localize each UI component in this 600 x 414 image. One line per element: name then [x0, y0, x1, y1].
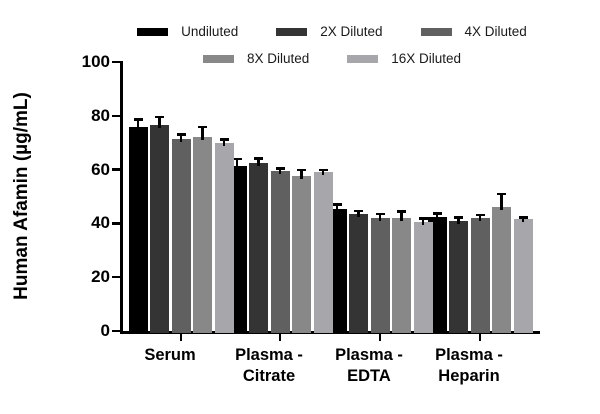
- error-bar-plasma-heparin-8x-diluted: [500, 193, 503, 211]
- bar-plasma-edta-16x-diluted: [413, 222, 433, 333]
- error-bar-plasma-heparin-undiluted: [435, 213, 439, 220]
- error-cap-plasma-edta-2x-diluted: [354, 209, 363, 213]
- y-tick-label-20: 20: [91, 267, 110, 287]
- error-bar-plasma-citrate-8x-diluted: [300, 169, 303, 180]
- y-tick-100: [112, 60, 120, 64]
- x-tick-plasma-edta: [378, 334, 382, 341]
- error-bar-plasma-citrate-2x-diluted: [257, 158, 260, 166]
- legend-label-undiluted: Undiluted: [181, 24, 239, 39]
- error-cap-plasma-citrate-16x-diluted: [318, 168, 328, 172]
- legend-item-4x-diluted: 4X Diluted: [420, 24, 527, 39]
- x-tick-plasma-citrate: [278, 334, 282, 341]
- x-tick-serum: [179, 334, 183, 341]
- error-bar-plasma-edta-undiluted: [335, 204, 339, 212]
- error-bar-plasma-edta-2x-diluted: [357, 210, 360, 217]
- error-cap-serum-2x-diluted: [155, 115, 164, 119]
- error-cap-plasma-edta-4x-diluted: [375, 212, 385, 216]
- error-cap-serum-undiluted: [133, 118, 143, 121]
- error-cap-serum-4x-diluted: [176, 133, 186, 136]
- chart-legend: Undiluted 2X Diluted 4X Diluted 8X Diluted 1…: [122, 18, 542, 72]
- bar-plasma-citrate-16x-diluted: [313, 172, 333, 333]
- legend-label-2x-diluted: 2X Diluted: [320, 24, 383, 39]
- legend-item-8x-diluted: 8X Diluted: [202, 51, 310, 66]
- error-bar-plasma-citrate-undiluted: [235, 158, 239, 169]
- x-category-label-plasma-citrate: Plasma - Citrate: [235, 346, 303, 385]
- bar-serum-2x-diluted: [150, 125, 169, 333]
- legend-label-4x-diluted: 4X Diluted: [464, 24, 527, 39]
- error-cap-plasma-edta-16x-diluted: [418, 217, 428, 220]
- error-bar-plasma-edta-16x-diluted: [421, 218, 425, 226]
- error-bar-serum-4x-diluted: [179, 134, 183, 142]
- bar-plasma-citrate-4x-diluted: [270, 170, 290, 333]
- bar-plasma-heparin-2x-diluted: [449, 220, 468, 333]
- bar-plasma-citrate-8x-diluted: [292, 176, 311, 333]
- error-cap-plasma-heparin-2x-diluted: [454, 216, 463, 219]
- legend-row-2: 8X Diluted 16X Diluted: [122, 45, 542, 72]
- y-tick-label-0: 0: [100, 321, 110, 340]
- error-cap-plasma-citrate-4x-diluted: [275, 167, 285, 170]
- y-tick-60: [112, 168, 120, 171]
- error-cap-serum-8x-diluted: [198, 125, 207, 129]
- bar-serum-16x-diluted: [214, 142, 234, 333]
- error-bar-plasma-citrate-4x-diluted: [278, 168, 282, 174]
- error-bar-serum-undiluted: [136, 119, 140, 130]
- error-cap-plasma-citrate-2x-diluted: [254, 157, 263, 160]
- bar-plasma-edta-4x-diluted: [370, 218, 390, 333]
- legend-swatch-4x-diluted: [420, 27, 452, 36]
- error-cap-plasma-edta-undiluted: [332, 203, 342, 206]
- legend-swatch-undiluted: [137, 27, 169, 36]
- y-tick-0: [112, 329, 120, 333]
- error-cap-plasma-heparin-4x-diluted: [475, 213, 485, 217]
- bar-serum-4x-diluted: [171, 138, 191, 333]
- y-tick-80: [112, 114, 120, 118]
- error-cap-plasma-citrate-undiluted: [232, 157, 242, 161]
- error-bar-plasma-citrate-16x-diluted: [321, 169, 325, 176]
- legend-label-8x-diluted: 8X Diluted: [246, 51, 310, 66]
- error-bar-plasma-heparin-2x-diluted: [457, 217, 460, 224]
- bar-serum-undiluted: [128, 126, 148, 333]
- y-axis-line: [119, 61, 123, 333]
- legend-swatch-2x-diluted: [276, 27, 308, 36]
- y-tick-label-80: 80: [91, 105, 110, 125]
- legend-swatch-16x-diluted: [347, 54, 379, 63]
- x-category-label-plasma-edta: Plasma - EDTA: [335, 346, 403, 385]
- bar-plasma-heparin-4x-diluted: [470, 218, 490, 333]
- error-bar-serum-2x-diluted: [158, 116, 161, 129]
- y-tick-label-40: 40: [91, 213, 110, 233]
- legend-label-16x-diluted: 16X Diluted: [391, 51, 462, 66]
- error-cap-plasma-edta-8x-diluted: [397, 210, 406, 213]
- y-tick-label-60: 60: [91, 159, 110, 179]
- error-bar-plasma-edta-4x-diluted: [378, 213, 382, 222]
- error-bar-serum-16x-diluted: [222, 139, 226, 146]
- error-bar-serum-8x-diluted: [201, 126, 204, 141]
- bar-plasma-heparin-16x-diluted: [513, 219, 533, 333]
- bar-plasma-citrate-2x-diluted: [249, 162, 268, 333]
- error-cap-plasma-heparin-8x-diluted: [497, 192, 506, 196]
- legend-swatch-8x-diluted: [202, 54, 234, 63]
- y-tick-40: [112, 222, 120, 225]
- bar-plasma-edta-8x-diluted: [392, 218, 411, 333]
- legend-row-1: Undiluted 2X Diluted 4X Diluted: [122, 18, 542, 45]
- bar-plasma-edta-2x-diluted: [349, 213, 368, 333]
- y-tick-20: [112, 275, 120, 279]
- error-cap-plasma-heparin-16x-diluted: [518, 216, 528, 219]
- error-cap-plasma-citrate-8x-diluted: [297, 168, 306, 172]
- bar-plasma-heparin-8x-diluted: [492, 207, 511, 333]
- x-category-label-plasma-heparin: Plasma - Heparin: [435, 346, 503, 385]
- legend-item-2x-diluted: 2X Diluted: [276, 24, 383, 39]
- error-bar-plasma-heparin-16x-diluted: [521, 217, 525, 223]
- error-bar-plasma-edta-8x-diluted: [400, 211, 403, 221]
- legend-item-16x-diluted: 16X Diluted: [347, 51, 461, 66]
- error-bar-plasma-heparin-4x-diluted: [478, 214, 482, 221]
- x-category-label-serum: Serum: [144, 346, 196, 364]
- error-cap-serum-16x-diluted: [219, 138, 229, 141]
- bar-serum-8x-diluted: [193, 137, 212, 333]
- y-tick-label-100: 100: [81, 52, 110, 71]
- legend-item-undiluted: Undiluted: [137, 24, 238, 39]
- error-cap-plasma-heparin-undiluted: [432, 212, 442, 215]
- x-tick-plasma-heparin: [478, 334, 482, 341]
